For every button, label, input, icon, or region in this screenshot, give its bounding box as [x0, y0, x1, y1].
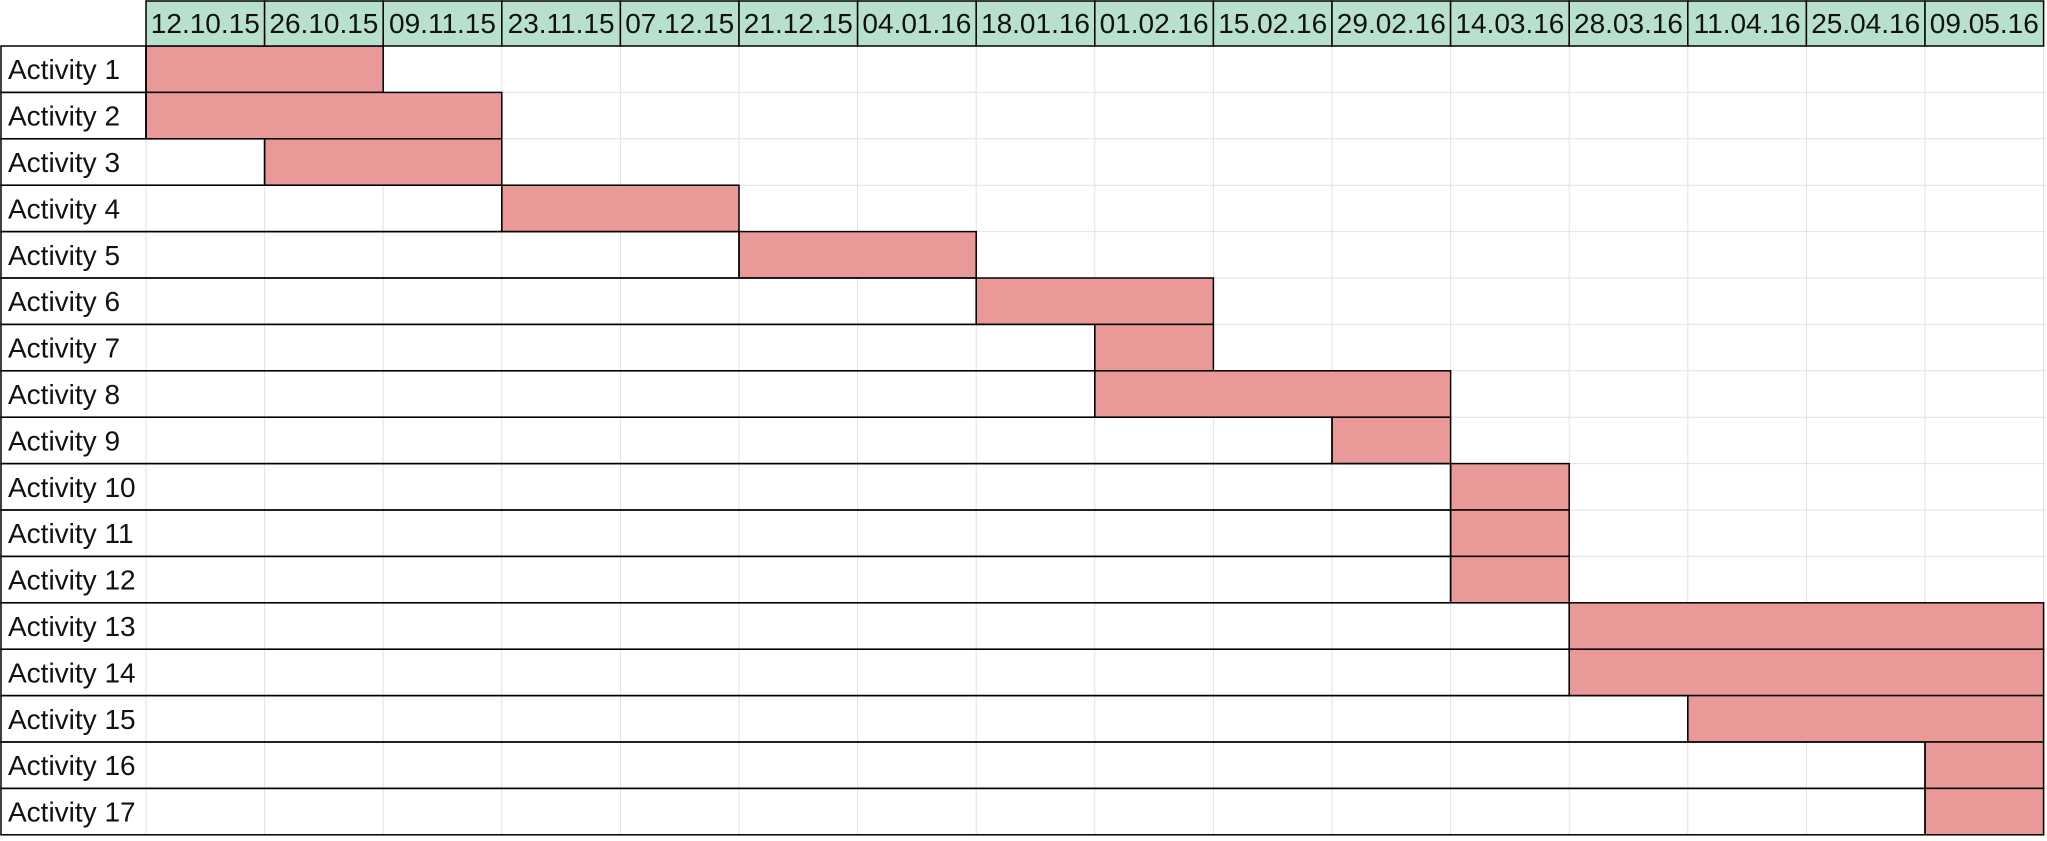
- header-cell: [856, 0, 977, 47]
- activity-label: Activity 14: [8, 657, 136, 688]
- activity-bar: [1924, 741, 2045, 790]
- activity-row-border: [0, 555, 1452, 604]
- header-cell: [1687, 0, 1808, 47]
- activity-label: Activity 1: [8, 54, 120, 85]
- header-cell: [382, 0, 503, 47]
- activity-row-border: [0, 741, 1926, 790]
- header-cell: [1212, 0, 1333, 47]
- activity-label: Activity 6: [8, 286, 120, 317]
- header-date-label: 21.12.15: [744, 8, 853, 39]
- header-date-label: 26.10.15: [269, 8, 378, 39]
- activity-labels: Activity 1 Activity 2 Activity 3 Activity 4…: [8, 54, 136, 827]
- activity-label: Activity 7: [8, 333, 120, 364]
- header-cell: [1568, 0, 1689, 47]
- header-date-label: 09.11.15: [389, 8, 496, 39]
- activity-label: Activity 15: [8, 704, 136, 735]
- activity-row-border: [0, 648, 1570, 697]
- activity-row-borders: [0, 45, 1926, 836]
- activity-row-border: [0, 509, 1452, 558]
- header-cell: [619, 0, 740, 47]
- activity-label: Activity 10: [8, 472, 136, 503]
- activity-row-border: [0, 462, 1452, 511]
- activity-bar: [975, 277, 1215, 326]
- activity-bar: [263, 138, 503, 186]
- header-cell: [975, 0, 1096, 47]
- activity-bar: [1331, 416, 1452, 465]
- activity-label: Activity 5: [8, 240, 120, 271]
- header-date-label: 04.01.16: [862, 8, 971, 39]
- header-date-label: 15.02.16: [1218, 8, 1327, 39]
- activity-bar: [1687, 694, 2045, 743]
- header-cell: [1924, 0, 2045, 47]
- header-cell: [501, 0, 622, 47]
- activity-label: Activity 13: [8, 611, 136, 642]
- activity-row-border: [0, 370, 1096, 418]
- header-date-label: 01.02.16: [1100, 8, 1209, 39]
- activity-bar: [1449, 509, 1570, 558]
- header-date-label: 11.04.16: [1694, 8, 1801, 39]
- activity-label: Activity 9: [8, 425, 120, 456]
- header-date-label: 14.03.16: [1455, 8, 1564, 39]
- activity-bar: [501, 184, 740, 233]
- header-date-label: 18.01.16: [981, 8, 1090, 39]
- activity-label: Activity 2: [8, 101, 120, 132]
- activity-bar: [1449, 555, 1570, 604]
- header-cell: [1094, 0, 1215, 47]
- header-cell: [145, 0, 266, 47]
- activity-bar: [738, 230, 977, 279]
- activity-bar: [1094, 370, 1452, 418]
- header-date-label: 25.04.16: [1811, 8, 1920, 39]
- header-date-label: 07.12.15: [625, 8, 734, 39]
- header-date-label: 12.10.15: [151, 8, 260, 39]
- activity-bar: [145, 91, 503, 140]
- activity-row-border: [0, 323, 1096, 372]
- header-date-label: 09.05.16: [1930, 8, 2039, 39]
- date-header: 12.10.15 26.10.15 09.11.15 23.11.15 07.12.15…: [145, 0, 2045, 47]
- activity-label: Activity 4: [8, 193, 120, 224]
- activity-bar: [1924, 787, 2045, 836]
- activity-label: Activity 17: [8, 797, 136, 828]
- activity-label: Activity 3: [8, 147, 120, 178]
- activity-label: Activity 12: [8, 565, 136, 596]
- activity-label: Activity 8: [8, 379, 120, 410]
- header-cell: [263, 0, 384, 47]
- activity-row-border: [0, 277, 977, 326]
- activity-bar: [1568, 602, 2045, 650]
- activity-bar: [1568, 648, 2045, 697]
- activity-label: Activity 16: [8, 750, 136, 781]
- header-date-label: 28.03.16: [1574, 8, 1683, 39]
- header-date-label: 29.02.16: [1337, 8, 1446, 39]
- header-cell: [1449, 0, 1570, 47]
- activity-bar: [145, 45, 384, 94]
- activity-row-border: [0, 416, 1333, 465]
- activity-row-border: [0, 602, 1570, 650]
- header-date-label: 23.11.15: [508, 8, 615, 39]
- activity-bar: [1449, 462, 1570, 511]
- activity-label: Activity 11: [8, 518, 134, 549]
- activity-row-border: [0, 787, 1926, 836]
- activity-row-border: [0, 694, 1689, 743]
- activity-bars: [145, 45, 2045, 836]
- activity-bar: [1094, 323, 1215, 372]
